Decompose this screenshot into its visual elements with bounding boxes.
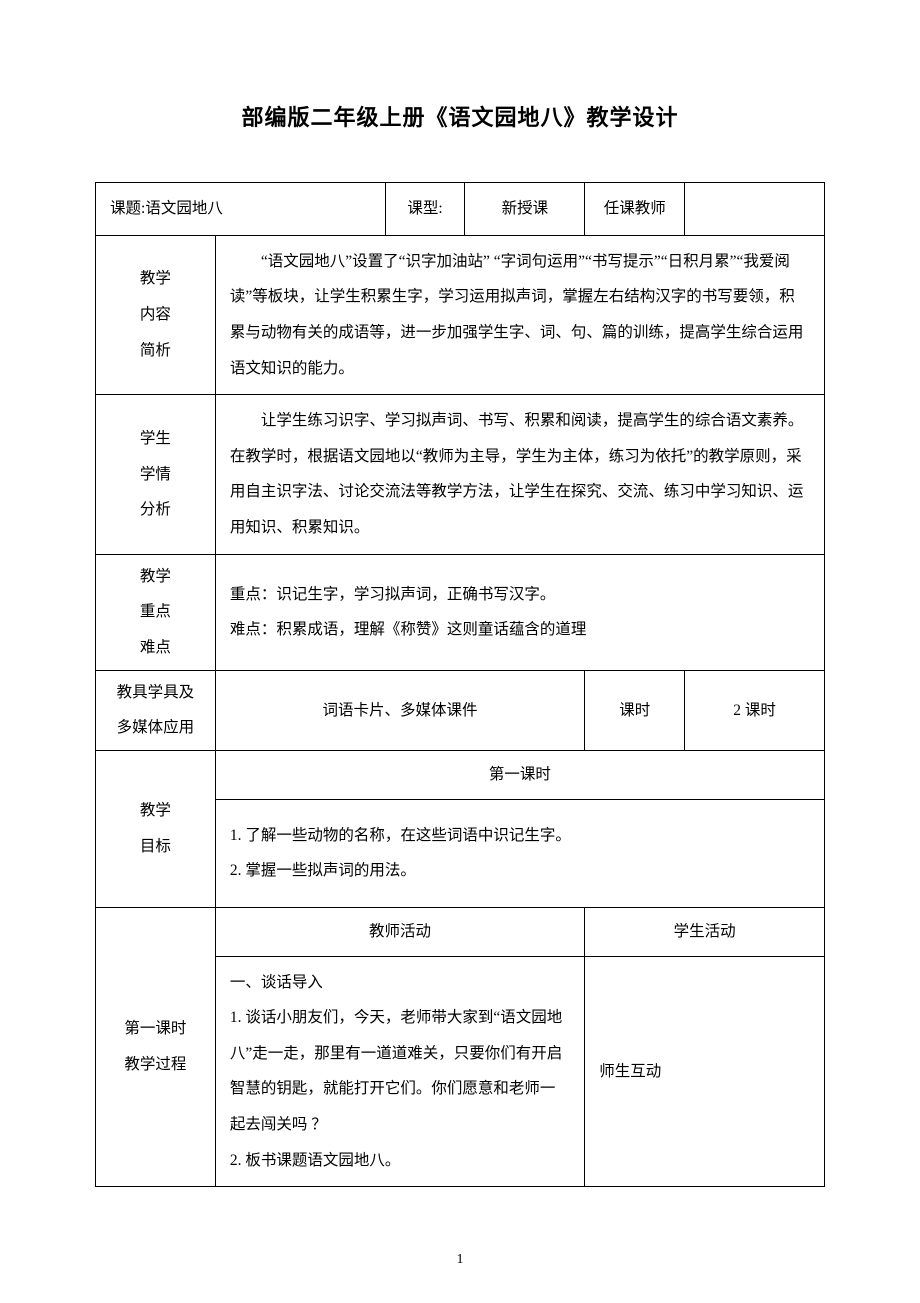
type-value: 新授课: [465, 183, 585, 236]
page-number: 1: [0, 1252, 920, 1268]
label-line: 重点: [104, 594, 207, 630]
objective-item: 2. 掌握一些拟声词的用法。: [230, 853, 810, 889]
period-value: 2 课时: [685, 670, 825, 750]
table-row: 课题:语文园地八 课型: 新授课 任课教师: [96, 183, 825, 236]
topic-value: 语文园地八: [145, 200, 223, 217]
student-activity-text: 师生互动: [585, 956, 825, 1187]
objectives-text: 1. 了解一些动物的名称，在这些词语中识记生字。 2. 掌握一些拟声词的用法。: [215, 799, 824, 907]
key-point-line: 重点：识记生字，学习拟声词，正确书写汉字。: [230, 577, 810, 613]
label-line: 分析: [104, 492, 207, 528]
label-line: 教学: [104, 261, 207, 297]
document-title: 部编版二年级上册《语文园地八》教学设计: [95, 100, 825, 132]
label-line: 教学过程: [104, 1047, 207, 1083]
label-line: 学生: [104, 421, 207, 457]
table-row: 教具学具及 多媒体应用 词语卡片、多媒体课件 课时 2 课时: [96, 670, 825, 750]
key-points-label: 教学 重点 难点: [96, 554, 216, 670]
table-row: 教学 目标 第一课时: [96, 750, 825, 799]
label-line: 内容: [104, 297, 207, 333]
objectives-label: 教学 目标: [96, 750, 216, 907]
label-line: 难点: [104, 630, 207, 666]
student-activity-header: 学生活动: [585, 907, 825, 956]
label-line: 第一课时: [104, 1011, 207, 1047]
teacher-line: 1. 谈话小朋友们，今天，老师带大家到“语文园地八”走一走，那里有一道道难关，只…: [230, 1000, 570, 1143]
teacher-label: 任课教师: [585, 183, 685, 236]
materials-label: 教具学具及 多媒体应用: [96, 670, 216, 750]
teacher-line: 2. 板书课题语文园地八。: [230, 1143, 570, 1179]
topic-label: 课题:: [110, 200, 145, 217]
objective-item: 1. 了解一些动物的名称，在这些词语中识记生字。: [230, 818, 810, 854]
label-line: 教学: [104, 559, 207, 595]
period-label: 课时: [585, 670, 685, 750]
student-analysis-label: 学生 学情 分析: [96, 395, 216, 555]
teacher-value: [685, 183, 825, 236]
topic-cell: 课题:语文园地八: [96, 183, 386, 236]
key-points-text: 重点：识记生字，学习拟声词，正确书写汉字。 难点：积累成语，理解《称赞》这则童话…: [215, 554, 824, 670]
type-label: 课型:: [385, 183, 465, 236]
table-row: 第一课时 教学过程 教师活动 学生活动: [96, 907, 825, 956]
label-line: 简析: [104, 333, 207, 369]
materials-value: 词语卡片、多媒体课件: [215, 670, 584, 750]
key-point-line: 难点：积累成语，理解《称赞》这则童话蕴含的道理: [230, 612, 810, 648]
teacher-activity-text: 一、谈话导入 1. 谈话小朋友们，今天，老师带大家到“语文园地八”走一走，那里有…: [215, 956, 584, 1187]
label-line: 多媒体应用: [104, 710, 207, 746]
label-line: 教学: [104, 793, 207, 829]
teacher-activity-header: 教师活动: [215, 907, 584, 956]
process-label: 第一课时 教学过程: [96, 907, 216, 1186]
table-row: 教学 内容 简析 “语文园地八”设置了“识字加油站” “字词句运用”“书写提示”…: [96, 235, 825, 395]
period-header: 第一课时: [215, 750, 824, 799]
label-line: 学情: [104, 457, 207, 493]
teacher-line: 一、谈话导入: [230, 965, 570, 1001]
table-row: 教学 重点 难点 重点：识记生字，学习拟声词，正确书写汉字。 难点：积累成语，理…: [96, 554, 825, 670]
label-line: 目标: [104, 829, 207, 865]
lesson-plan-table: 课题:语文园地八 课型: 新授课 任课教师 教学 内容 简析 “语文园地八”设置…: [95, 182, 825, 1187]
table-row: 学生 学情 分析 让学生练习识字、学习拟声词、书写、积累和阅读，提高学生的综合语…: [96, 395, 825, 555]
label-line: 教具学具及: [104, 675, 207, 711]
content-analysis-text: “语文园地八”设置了“识字加油站” “字词句运用”“书写提示”“日积月累”“我爱…: [215, 235, 824, 395]
content-analysis-label: 教学 内容 简析: [96, 235, 216, 395]
student-analysis-text: 让学生练习识字、学习拟声词、书写、积累和阅读，提高学生的综合语文素养。在教学时，…: [215, 395, 824, 555]
